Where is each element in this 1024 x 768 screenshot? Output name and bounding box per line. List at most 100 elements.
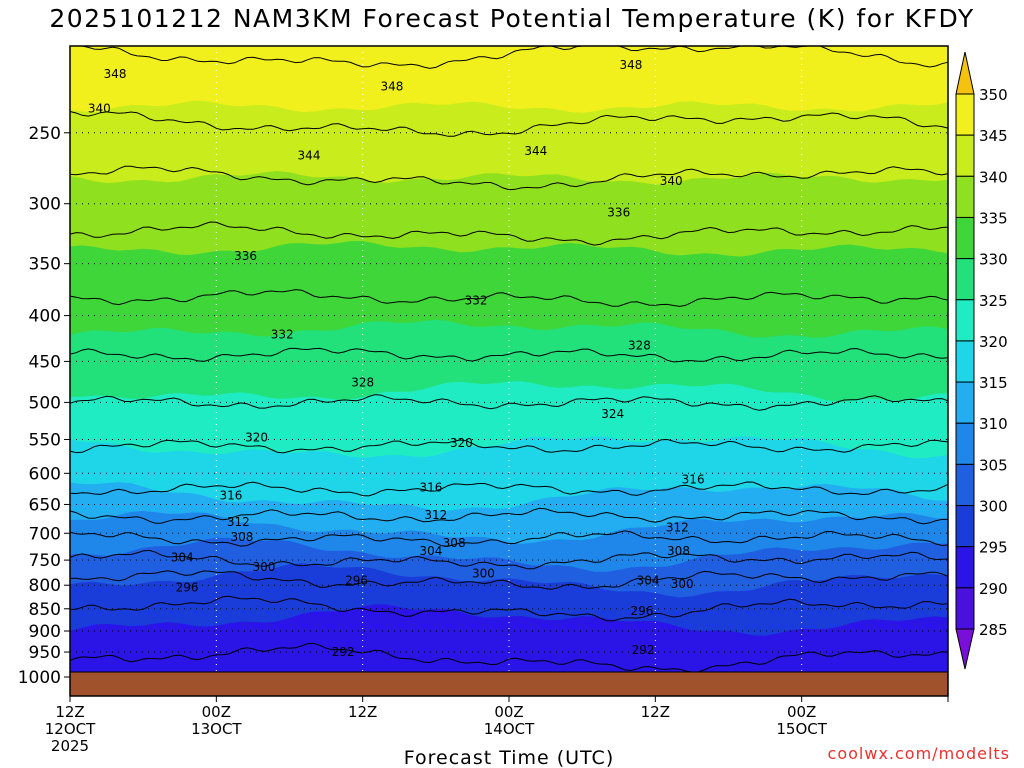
grid-lines (70, 46, 948, 672)
y-tick-label: 300 (29, 195, 61, 215)
contour-292 (69, 642, 949, 673)
colorbar-label: 295 (979, 539, 1008, 557)
colorbar-segment (955, 340, 975, 383)
colorbar-min-arrow (955, 628, 975, 670)
contour-label: 308 (667, 544, 690, 558)
x-tick-label: 12Z (348, 703, 377, 721)
contour-label: 348 (619, 58, 642, 72)
contour-label: 344 (524, 144, 547, 158)
theta-band-295 (70, 604, 948, 672)
contour-label: 312 (424, 508, 447, 522)
y-tick-label: 950 (29, 643, 61, 663)
colorbar-segment (955, 463, 975, 507)
colorbar-label: 315 (979, 374, 1008, 392)
contour-label: 348 (104, 67, 127, 81)
contour-label: 344 (298, 148, 321, 162)
contour-lines (69, 45, 949, 673)
x-tick-label: 15OCT (776, 720, 827, 738)
colorbar-segment (955, 258, 975, 301)
y-tick-label: 1000 (18, 668, 61, 688)
y-tick-label: 350 (29, 255, 61, 275)
x-tick-label: 14OCT (484, 720, 535, 738)
contour-328 (69, 347, 949, 363)
colorbar-segment (955, 134, 975, 177)
contour-label: 328 (628, 339, 651, 353)
contour-324 (69, 394, 949, 411)
contour-label: 296 (630, 604, 653, 618)
colorbar-segment (955, 216, 975, 260)
contour-label: 308 (443, 536, 466, 550)
contour-344 (69, 111, 949, 137)
colorbar-label: 335 (979, 209, 1008, 227)
contour-label: 312 (227, 515, 250, 529)
colorbar-segment (955, 299, 975, 342)
x-tick-label: 00Z (202, 703, 231, 721)
contour-label: 308 (230, 530, 253, 544)
x-tick-label: 2025 (51, 737, 89, 755)
x-tick-label: 12Z (55, 703, 84, 721)
contour-340 (69, 165, 949, 191)
contour-label: 332 (271, 328, 294, 342)
contour-label: 324 (601, 407, 624, 421)
colorbar-label: 285 (979, 621, 1008, 639)
contour-label: 316 (220, 488, 243, 502)
contour-label: 312 (666, 521, 689, 535)
x-axis-title: Forecast Time (UTC) (404, 747, 614, 768)
contour-316 (69, 481, 949, 497)
ground-surface (70, 672, 948, 696)
contour-label: 292 (632, 643, 655, 657)
colorbar-segment (955, 175, 975, 218)
contour-label: 304 (420, 544, 443, 558)
y-tick-label: 650 (29, 495, 61, 515)
colorbar-label: 310 (979, 415, 1008, 433)
contour-label: 348 (380, 80, 403, 94)
contour-label: 320 (245, 430, 268, 444)
contour-label: 336 (607, 206, 630, 220)
contour-label: 340 (88, 102, 111, 116)
y-tick-label: 750 (29, 551, 61, 571)
colorbar-label: 325 (979, 292, 1008, 310)
contour-312 (69, 507, 948, 525)
contour-label: 320 (450, 436, 473, 450)
y-tick-label: 800 (29, 576, 61, 596)
contour-label: 336 (234, 249, 257, 263)
colorbar-max-arrow (955, 51, 975, 95)
contour-label: 316 (420, 480, 443, 494)
contour-336 (69, 221, 949, 246)
contour-label: 304 (637, 573, 660, 587)
contour-label: 328 (351, 375, 374, 389)
colorbar: 350 345 340 335 330 325 320 315 310 305 300 295 290 2… (955, 51, 1008, 670)
contour-332 (69, 289, 949, 307)
y-tick-label: 850 (29, 600, 61, 620)
y-tick-label: 700 (29, 524, 61, 544)
y-tick-label: 900 (29, 622, 61, 642)
colorbar-segment (955, 422, 975, 465)
contour-labels: 348 348 348 340 344 344 340 336 336 332 332 328 328 3… (88, 58, 705, 659)
colorbar-segment (955, 546, 975, 589)
contour-320 (69, 438, 949, 454)
x-tick-label: 13OCT (191, 720, 242, 738)
colorbar-label: 340 (979, 168, 1008, 186)
colorbar-label: 320 (979, 333, 1008, 351)
y-tick-label: 450 (29, 352, 61, 372)
y-axis: 2503003504004505005506006507007508008509… (18, 124, 70, 688)
colorbar-segment (955, 93, 975, 136)
y-tick-label: 600 (29, 464, 61, 484)
contour-296 (69, 595, 949, 622)
x-tick-label: 00Z (494, 703, 523, 721)
contour-label: 292 (332, 645, 355, 659)
chart-title: 2025101212 NAM3KM Forecast Potential Tem… (49, 4, 975, 33)
contour-label: 296 (345, 573, 368, 587)
contour-label: 340 (660, 174, 683, 188)
colorbar-label: 345 (979, 127, 1008, 145)
contour-304 (69, 549, 949, 570)
y-tick-label: 400 (29, 307, 61, 327)
y-tick-label: 500 (29, 393, 61, 413)
colorbar-label: 305 (979, 456, 1008, 474)
x-tick-label: 00Z (787, 703, 816, 721)
source-credit: coolwx.com/modelts (827, 744, 1010, 763)
contour-label: 304 (171, 551, 194, 565)
colorbar-label: 290 (979, 580, 1008, 598)
colorbar-label: 330 (979, 251, 1008, 269)
